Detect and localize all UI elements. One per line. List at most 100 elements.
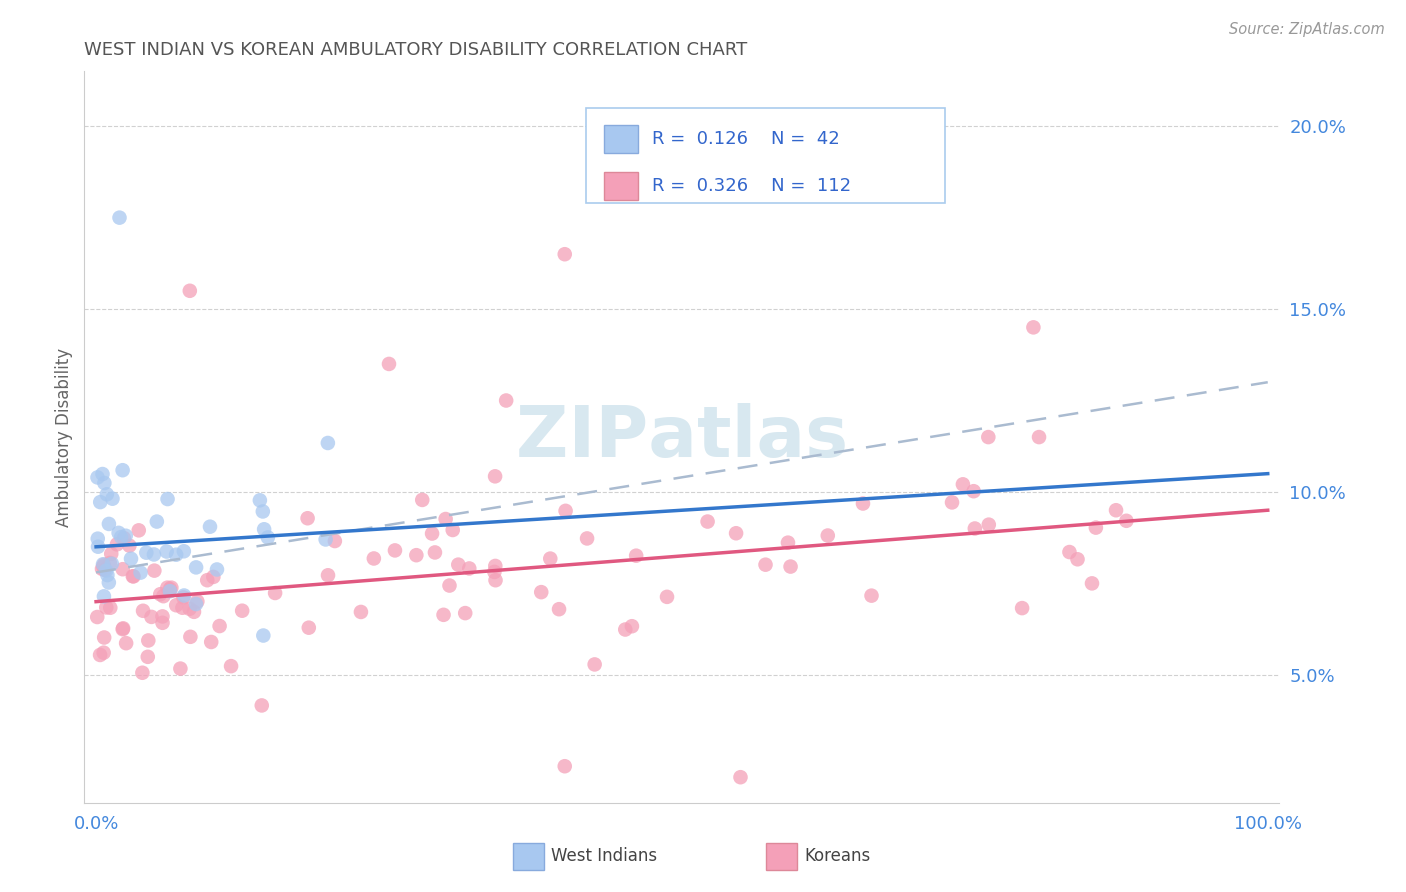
Point [384, 543, 406, 558]
Point [86, 470, 108, 484]
Point [754, 558, 776, 572]
Y-axis label: Ambulatory Disability: Ambulatory Disability [55, 348, 73, 526]
Point [454, 606, 477, 620]
Point [378, 357, 401, 371]
Point [1059, 545, 1081, 559]
Point [316, 568, 339, 582]
Point [439, 578, 461, 592]
Point [143, 564, 166, 578]
Point [484, 469, 506, 483]
Point [94, 563, 117, 577]
Point [1115, 514, 1137, 528]
Point [977, 430, 1000, 444]
Point [146, 515, 169, 529]
Point [172, 591, 194, 605]
Point [110, 530, 132, 544]
Point [122, 569, 145, 583]
Point [411, 492, 433, 507]
Point [159, 584, 181, 599]
Point [93, 590, 115, 604]
Point [165, 548, 187, 562]
Point [1022, 320, 1045, 334]
Point [96, 564, 118, 578]
Text: WEST INDIAN VS KOREAN AMBULATORY DISABILITY CORRELATION CHART: WEST INDIAN VS KOREAN AMBULATORY DISABIL… [84, 41, 748, 59]
Point [583, 657, 606, 672]
Point [87, 532, 110, 546]
Point [941, 495, 963, 509]
Point [323, 534, 346, 549]
Point [159, 582, 181, 596]
Point [96, 568, 118, 582]
Point [186, 594, 208, 608]
Point [576, 532, 599, 546]
Point [250, 698, 273, 713]
Point [141, 610, 163, 624]
Point [101, 557, 124, 571]
Point [696, 515, 718, 529]
Point [135, 546, 157, 560]
Point [624, 549, 647, 563]
Point [484, 565, 506, 579]
Point [93, 631, 115, 645]
Point [298, 621, 321, 635]
Point [156, 544, 179, 558]
Point [169, 662, 191, 676]
Point [1028, 430, 1050, 444]
Point [91, 562, 114, 576]
Text: West Indians: West Indians [551, 847, 657, 865]
Point [256, 530, 278, 544]
Point [952, 477, 974, 491]
Point [118, 539, 141, 553]
Point [105, 537, 128, 551]
Point [860, 589, 883, 603]
Point [725, 526, 748, 541]
Point [100, 547, 122, 561]
Point [432, 607, 454, 622]
Point [112, 531, 135, 545]
Point [350, 605, 373, 619]
Point [253, 522, 276, 536]
Point [1105, 503, 1128, 517]
Point [484, 573, 506, 587]
Point [1066, 552, 1088, 566]
Point [121, 569, 143, 583]
Point [91, 558, 114, 572]
Point [108, 211, 131, 225]
Point [252, 504, 274, 518]
Point [97, 575, 120, 590]
Point [101, 491, 124, 506]
Point [554, 504, 576, 518]
Point [458, 561, 481, 575]
Point [97, 516, 120, 531]
Point [614, 623, 637, 637]
Point [264, 586, 287, 600]
Point [208, 619, 231, 633]
Point [87, 540, 110, 554]
Text: Source: ZipAtlas.com: Source: ZipAtlas.com [1229, 22, 1385, 37]
Point [655, 590, 678, 604]
Point [111, 463, 134, 477]
Point [172, 600, 194, 615]
Point [179, 284, 201, 298]
Point [530, 585, 553, 599]
Point [136, 633, 159, 648]
Point [111, 562, 134, 576]
Point [98, 600, 121, 615]
Point [184, 597, 207, 611]
Point [249, 493, 271, 508]
Point [963, 484, 986, 499]
Bar [605, 172, 638, 200]
Point [136, 649, 159, 664]
Point [93, 646, 115, 660]
Point [132, 604, 155, 618]
Point [173, 589, 195, 603]
Point [89, 495, 111, 509]
Point [149, 587, 172, 601]
Point [89, 648, 111, 662]
Point [200, 635, 222, 649]
Point [195, 573, 218, 587]
Point [93, 558, 115, 572]
Text: R =  0.326    N =  112: R = 0.326 N = 112 [652, 177, 851, 195]
Point [484, 558, 506, 573]
Point [420, 526, 443, 541]
